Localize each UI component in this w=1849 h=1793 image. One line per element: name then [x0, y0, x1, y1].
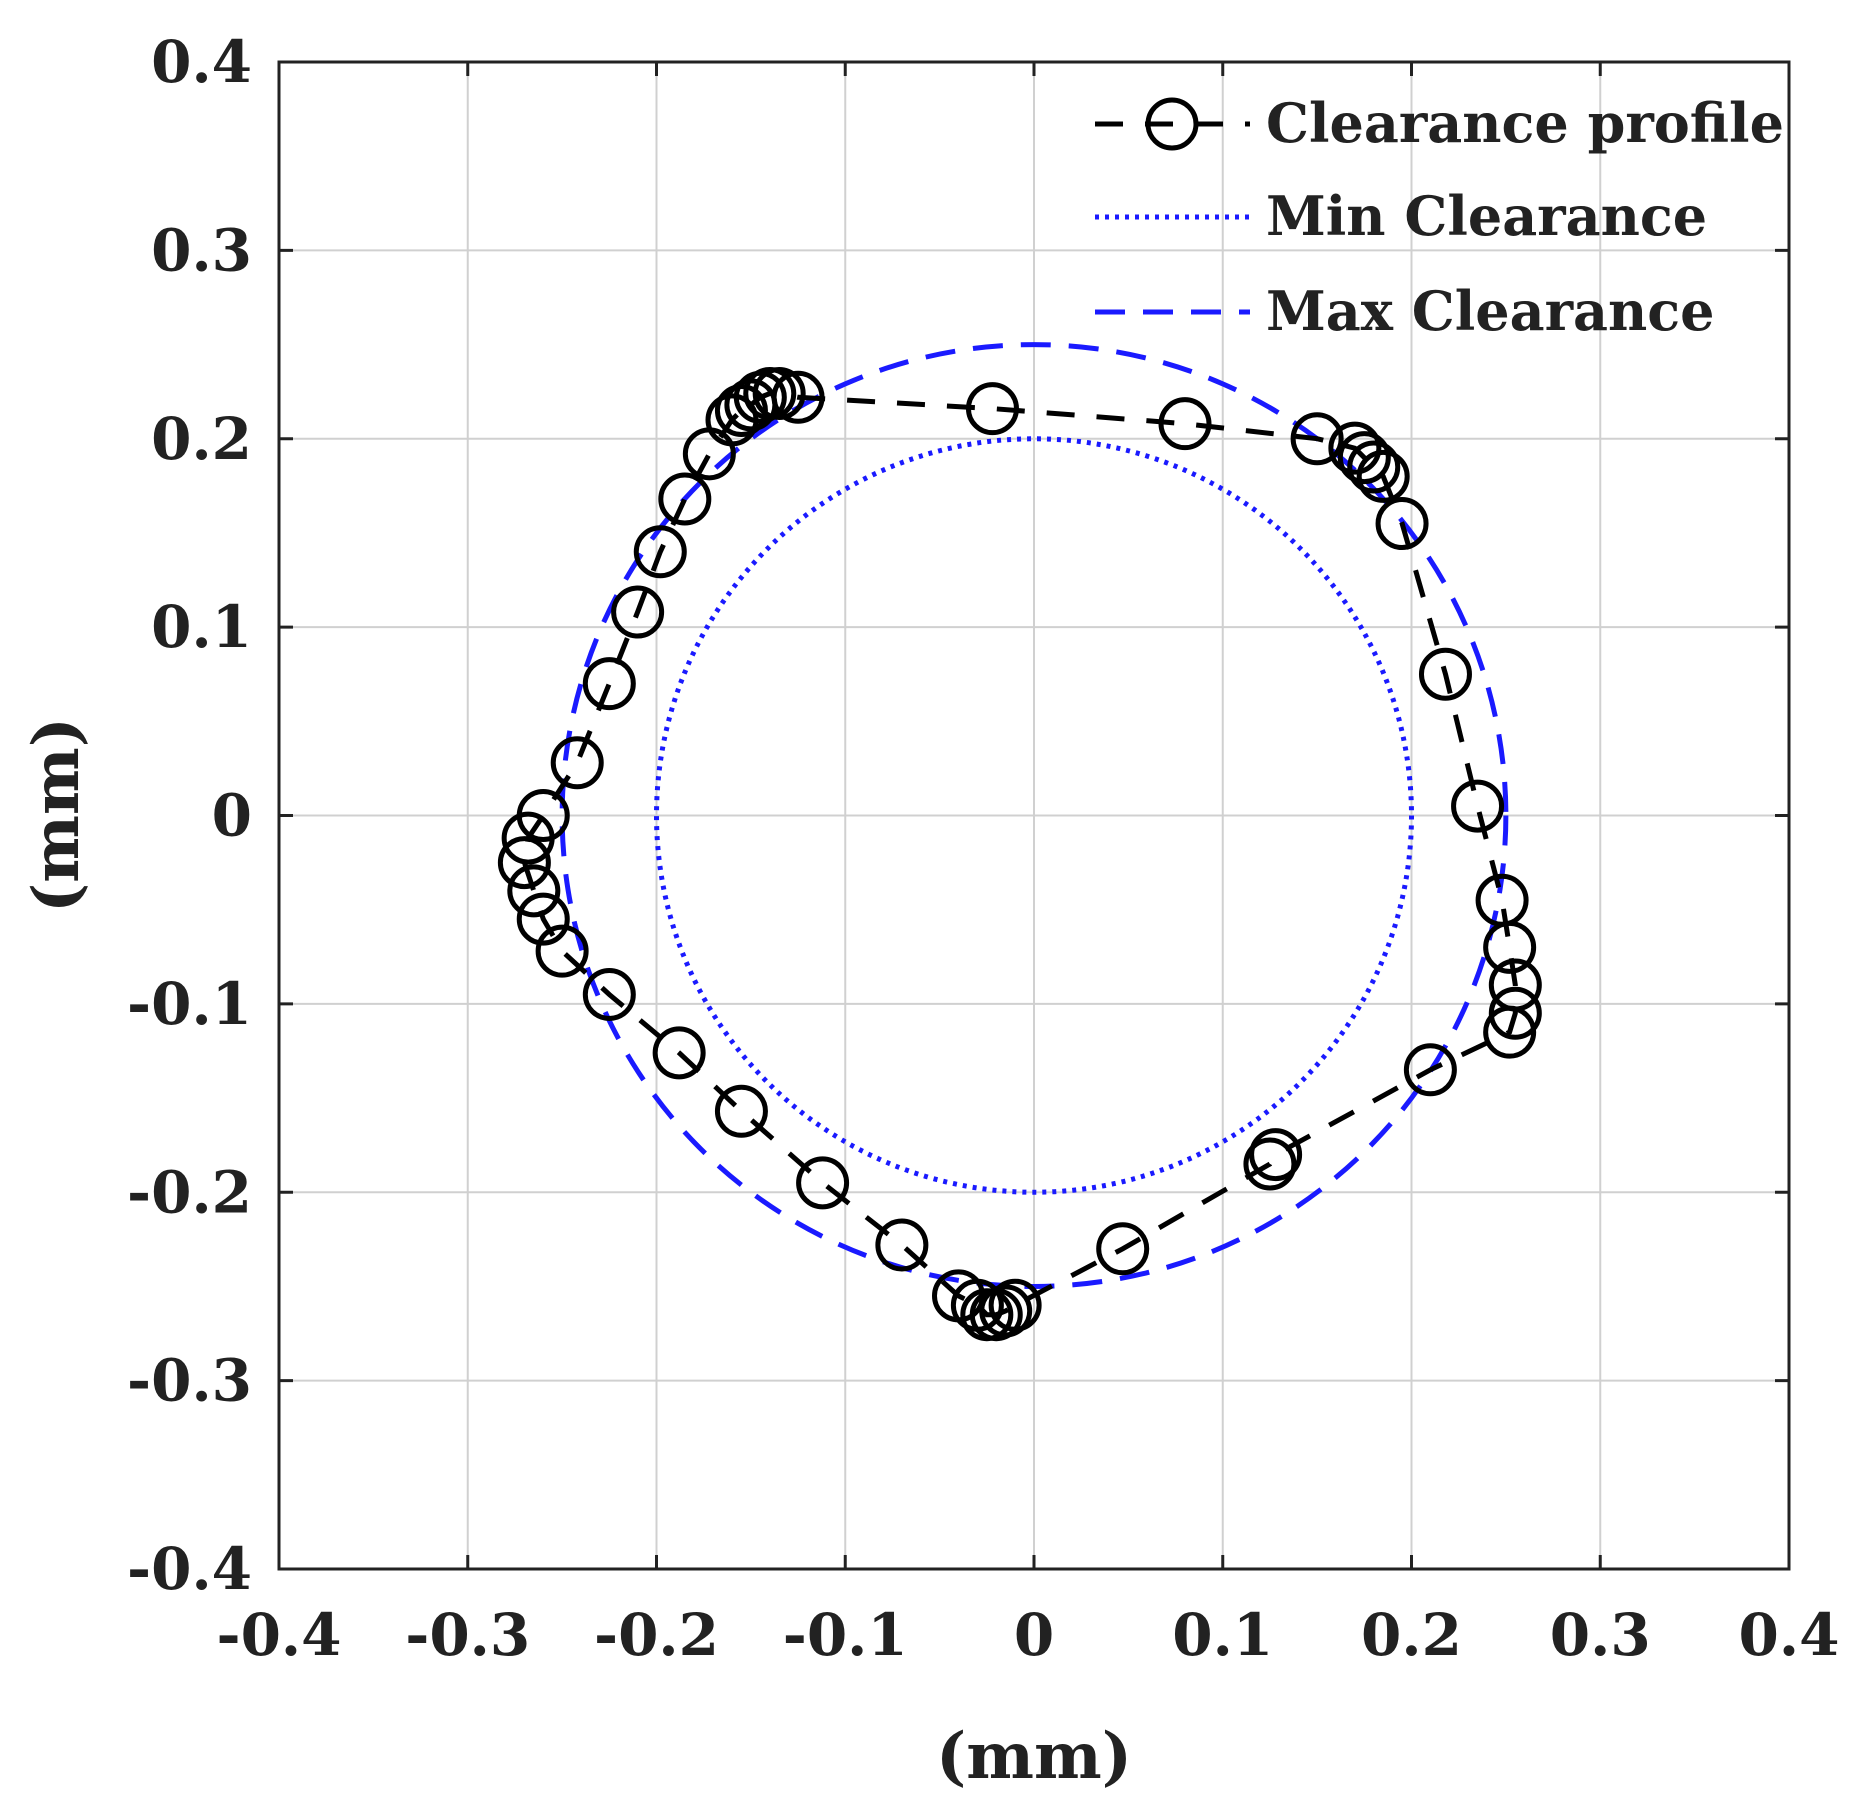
- clearance-profile-point: [658, 472, 712, 526]
- x-tick-label: -0.1: [783, 1601, 908, 1669]
- x-tick-label: -0.3: [405, 1601, 530, 1669]
- clearance-profile-point: [1375, 497, 1429, 551]
- clearance-profile-point: [1243, 1137, 1297, 1191]
- clearance-profile-point: [535, 924, 589, 978]
- max-clearance-circle: [559, 342, 1509, 1289]
- legend-label-max-clearance: Max Clearance: [1266, 279, 1715, 343]
- clearance-profile-point: [682, 427, 736, 481]
- clearance-profile-point: [1249, 1128, 1303, 1182]
- y-tick-label: -0.3: [127, 1347, 252, 1415]
- y-axis-label: (mm): [19, 717, 94, 913]
- clearance-profile-point: [960, 1288, 1014, 1342]
- clearance-profile-point: [965, 382, 1019, 436]
- clearance-profile-point: [1158, 397, 1212, 451]
- clearance-profile-point: [1418, 647, 1472, 701]
- clearance-profile-point: [771, 370, 825, 424]
- x-tick-label: 0.1: [1172, 1601, 1273, 1669]
- clearance-profile-point: [1451, 779, 1505, 833]
- legend-label-clearance-profile: Clearance profile: [1266, 91, 1784, 155]
- clearance-profile-point: [714, 383, 768, 437]
- y-tick-label: -0.2: [127, 1158, 252, 1226]
- legend: Clearance profile Min Clearance Max Clea…: [1095, 91, 1784, 343]
- clearance-profile-point: [1328, 421, 1382, 475]
- clearance-profile-point: [550, 736, 604, 790]
- clearance-profile-point: [516, 789, 570, 842]
- clearance-profile-point: [507, 864, 561, 918]
- clearance-profile-point: [1290, 412, 1344, 466]
- tick-labels: -0.4 -0.3 -0.2 -0.1 0 0.1 0.2 0.3 0.4 -0.4 -0.3 -0.…: [127, 28, 1839, 1669]
- x-tick-label: 0.4: [1739, 1601, 1840, 1669]
- clearance-profile-point: [516, 892, 570, 946]
- clearance-profile-point: [582, 967, 636, 1021]
- clearance-profile-point: [652, 1026, 706, 1080]
- legend-entry-max-clearance: Max Clearance: [1095, 279, 1715, 343]
- y-tick-label: 0.4: [151, 28, 252, 96]
- legend-entry-clearance-profile: Clearance profile: [1095, 91, 1784, 155]
- x-tick-label: 0.3: [1550, 1601, 1651, 1669]
- plot-area: [497, 342, 1542, 1342]
- clearance-profile-point: [611, 585, 665, 639]
- y-tick-label: 0.1: [151, 593, 252, 661]
- clearance-profile-point: [1337, 431, 1391, 485]
- clearance-profile-point: [1096, 1222, 1150, 1276]
- clearance-profile-point: [705, 393, 759, 447]
- clearance-profile-point: [497, 836, 551, 890]
- clearance-profile-point: [1483, 1005, 1537, 1059]
- legend-marker-clearance-profile: [1145, 97, 1199, 151]
- x-tick-label: 0.2: [1361, 1601, 1462, 1669]
- y-tick-label: -0.4: [127, 1535, 252, 1603]
- x-tick-label: 0: [1014, 1601, 1054, 1669]
- clearance-profile-point: [714, 1084, 768, 1138]
- legend-entry-min-clearance: Min Clearance: [1095, 184, 1707, 248]
- legend-label-min-clearance: Min Clearance: [1266, 184, 1707, 248]
- clearance-profile-point: [1483, 920, 1537, 974]
- clearance-profile-point: [582, 657, 636, 711]
- y-tick-label: 0.3: [151, 216, 252, 284]
- clearance-profile-point: [1356, 449, 1410, 503]
- x-tick-label: -0.4: [217, 1601, 342, 1669]
- y-tick-label: 0: [212, 782, 252, 850]
- clearance-profile-point: [633, 525, 687, 579]
- ticks: [277, 60, 1791, 1571]
- min-clearance-circle: [654, 436, 1414, 1195]
- clearance-profile-point: [932, 1269, 985, 1323]
- y-tick-label: 0.2: [151, 405, 252, 473]
- clearance-profile-point: [1403, 1043, 1457, 1097]
- clearance-profile-point: [796, 1156, 850, 1210]
- x-axis-label: (mm): [936, 1719, 1132, 1793]
- clearance-profile-point: [875, 1218, 929, 1272]
- clearance-profile-point: [1347, 440, 1401, 494]
- y-tick-label: -0.1: [127, 970, 252, 1038]
- x-tick-label: -0.2: [594, 1601, 719, 1669]
